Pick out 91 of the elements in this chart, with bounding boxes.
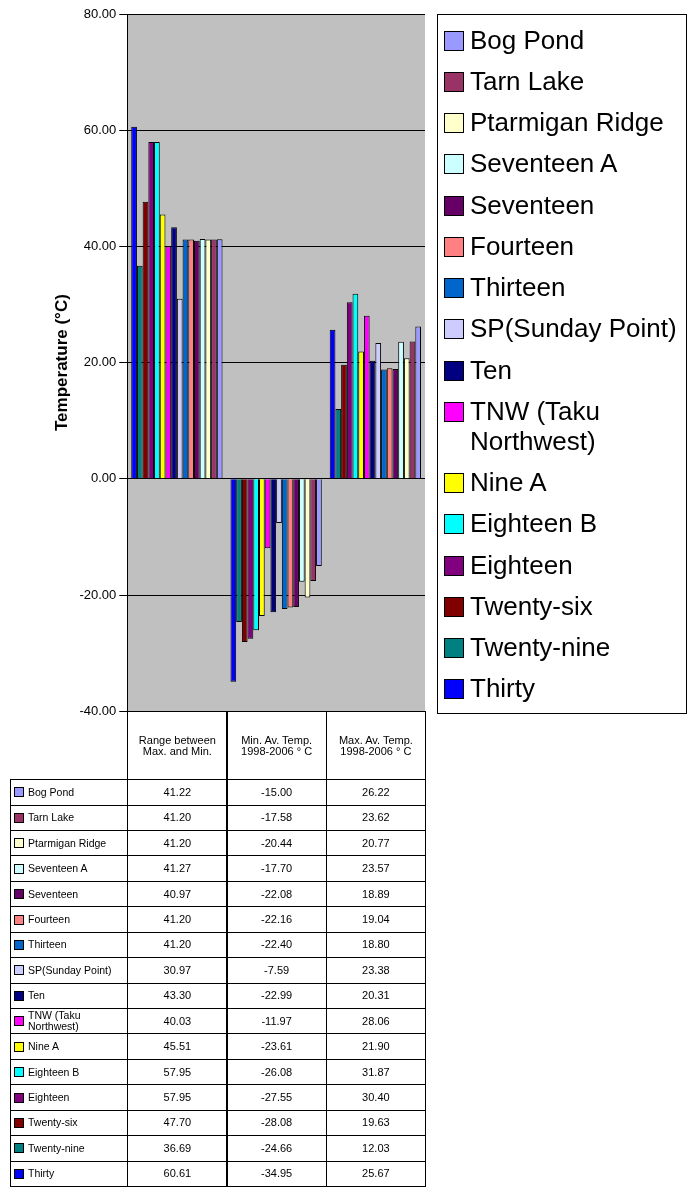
data-label: -27.55 <box>261 1091 293 1103</box>
data-label: 23.38 <box>362 963 390 976</box>
y-tick-label: -40.00 <box>79 702 117 718</box>
text: SP(Sunday Point) <box>28 963 112 976</box>
y-tick-label: 80.00 <box>83 5 117 21</box>
data-label: 57.95 <box>163 1091 192 1103</box>
data-label: 57.95 <box>163 1065 192 1078</box>
data-label: -22.99 <box>261 989 293 1002</box>
text: Nine A <box>28 1040 59 1053</box>
data-label: -26.08 <box>261 1065 293 1078</box>
data-label: -34.95 <box>261 1167 293 1180</box>
data-label: 40.97 <box>163 887 192 900</box>
data-label: 40.03 <box>163 1014 192 1027</box>
data-label: 31.87 <box>362 1065 390 1078</box>
legend-label: TNW (Taku Northwest) <box>470 395 601 456</box>
data-label: 43.30 <box>163 989 192 1002</box>
data-label: 26.22 <box>362 785 390 798</box>
data-label: 18.89 <box>362 887 390 900</box>
text: Twenty-six <box>28 1116 78 1129</box>
data-label: 47.70 <box>163 1116 192 1129</box>
data-label: 23.62 <box>362 811 390 824</box>
data-label: -17.58 <box>261 811 293 824</box>
data-label: 41.27 <box>163 862 192 875</box>
y-axis-title: Temperature (°C) <box>51 294 71 432</box>
data-label: 25.67 <box>362 1167 390 1180</box>
text: Thirty <box>28 1167 55 1180</box>
data-label: 41.20 <box>163 811 192 824</box>
text: Ten <box>28 989 45 1002</box>
y-tick-label: -20.00 <box>79 586 117 602</box>
data-label: 30.40 <box>362 1091 390 1103</box>
data-label: 12.03 <box>362 1141 390 1154</box>
data-label: -23.61 <box>261 1040 293 1053</box>
data-label: 60.61 <box>163 1167 192 1180</box>
legend-label: Thirteen <box>470 272 566 303</box>
data-label: -15.00 <box>261 785 293 798</box>
text: Eighteen B <box>28 1065 80 1078</box>
y-tick-label: 20.00 <box>83 354 117 370</box>
legend-label: Tarn Lake <box>470 65 585 96</box>
text: Seventeen <box>28 887 79 900</box>
legend-label: Twenty-nine <box>470 632 611 663</box>
legend-label: SP(Sunday Point) <box>470 313 677 344</box>
text: Tarn Lake <box>28 811 75 824</box>
data-label: -11.97 <box>261 1014 292 1027</box>
legend-label: Ptarmigan Ridge <box>470 107 664 138</box>
data-label: 41.20 <box>163 913 192 926</box>
legend-label: Thirty <box>470 673 535 704</box>
legend-label: Fourteen <box>470 230 575 261</box>
legend-label: Nine A <box>470 467 547 498</box>
legend-label: Seventeen A <box>470 148 618 179</box>
data-label: -17.70 <box>261 862 293 875</box>
text: Fourteen <box>28 913 71 926</box>
text: Eighteen <box>28 1091 70 1103</box>
text: TNW (Taku Northwest) <box>28 1009 81 1033</box>
data-label: -22.16 <box>261 913 293 926</box>
data-label: 41.20 <box>163 836 192 849</box>
data-label: 18.80 <box>362 938 390 951</box>
data-label: -7.59 <box>264 963 290 976</box>
data-label: 45.51 <box>163 1040 192 1053</box>
legend-label: Twenty-six <box>470 590 593 621</box>
text: Thirteen <box>28 938 67 951</box>
legend-label: Ten <box>470 354 512 385</box>
data-label: 30.97 <box>163 963 192 976</box>
data-label: 19.63 <box>362 1116 390 1129</box>
data-label: 20.31 <box>362 989 390 1002</box>
y-tick-label: 60.00 <box>83 121 117 137</box>
data-label: 28.06 <box>362 1014 390 1027</box>
text: Twenty-nine <box>28 1141 85 1154</box>
data-label: -22.40 <box>261 938 293 951</box>
x-tick-label: Max. Av. Temp. 1998-2006 ° C <box>337 733 414 757</box>
x-tick-label: Min. Av. Temp. 1998-2006 ° C <box>240 733 314 757</box>
text: Seventeen A <box>28 862 88 875</box>
legend-label: Eighteen B <box>470 508 598 539</box>
data-label: 21.90 <box>362 1040 390 1053</box>
legend-label: Seventeen <box>470 189 595 220</box>
data-label: 19.04 <box>362 913 390 926</box>
legend-label: Bog Pond <box>470 24 585 55</box>
y-tick-label: 40.00 <box>83 237 117 253</box>
text: Bog Pond <box>28 785 75 798</box>
text: Ptarmigan Ridge <box>28 836 107 849</box>
data-label: 41.20 <box>163 938 192 951</box>
data-label: 23.57 <box>362 862 390 875</box>
data-label: 20.77 <box>362 836 390 849</box>
data-label: 36.69 <box>163 1141 192 1154</box>
data-label: -28.08 <box>261 1116 293 1129</box>
data-label: -20.44 <box>261 836 293 849</box>
data-label: 41.22 <box>163 785 192 798</box>
legend-label: Eighteen <box>470 549 573 580</box>
data-label: -22.08 <box>261 887 293 900</box>
x-tick-label: Range between Max. and Min. <box>137 733 217 757</box>
data-label: -24.66 <box>261 1141 293 1154</box>
y-tick-label: 0.00 <box>90 470 117 486</box>
